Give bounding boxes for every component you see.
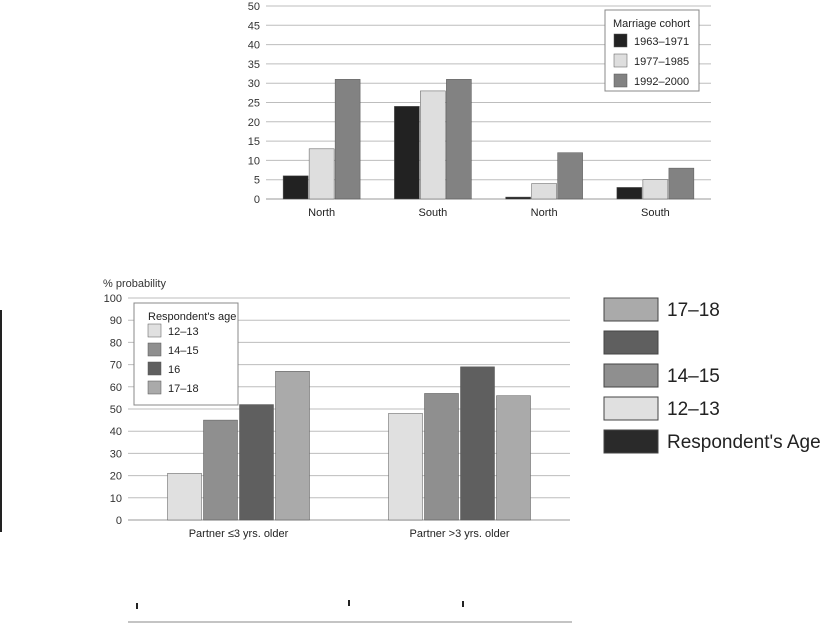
side-legend-label: 14–15 — [667, 366, 720, 387]
chart-respondent-age: 0 10 20 30 40 50 60 70 80 90 100 % probability Partn… — [103, 278, 570, 540]
legend-label: 1992–2000 — [634, 76, 689, 88]
y-tick-label: 20 — [110, 471, 122, 483]
y-tick-label: 35 — [248, 59, 260, 71]
y-tick-label: 45 — [248, 20, 260, 32]
bar — [388, 413, 423, 521]
bar — [668, 167, 695, 200]
y-tick-label: 40 — [110, 426, 122, 438]
side-legend-swatch — [603, 429, 659, 454]
side-legend-swatch — [603, 363, 659, 388]
bar — [334, 79, 361, 200]
legend-swatch — [613, 73, 628, 88]
legend-label: 16 — [168, 364, 180, 376]
side-legend-swatch — [603, 297, 659, 322]
legend-title: Respondent's age — [148, 311, 236, 323]
legend-swatch — [147, 361, 162, 376]
y-tick-label: 70 — [110, 360, 122, 372]
legend-swatch — [147, 323, 162, 338]
legend-swatch — [147, 342, 162, 357]
y-tick-label: 0 — [254, 194, 260, 206]
bar — [557, 152, 583, 200]
legend-label: 12–13 — [168, 326, 199, 338]
bar — [531, 183, 557, 200]
y-tick-label: 60 — [110, 382, 122, 394]
legend-swatch — [147, 380, 162, 395]
legend-label: 17–18 — [168, 383, 199, 395]
side-legend-swatch — [603, 396, 659, 421]
bar — [616, 187, 643, 200]
y-tick-label: 80 — [110, 337, 122, 349]
legend-swatch — [613, 33, 628, 48]
y-tick-label: 40 — [248, 40, 260, 52]
y-axis-label: % probability — [103, 278, 166, 290]
x-category-label: South — [419, 207, 448, 219]
legend-title: Marriage cohort — [613, 18, 690, 30]
side-legend-label: 17–18 — [667, 300, 720, 321]
y-tick-label: 90 — [110, 315, 122, 327]
x-category-label: Partner >3 yrs. older — [410, 528, 510, 540]
legend-label: 1963–1971 — [634, 36, 689, 48]
bar — [420, 90, 446, 200]
bar — [203, 419, 238, 521]
decorations — [0, 310, 572, 623]
side-legend-label: Respondent's Age — [667, 432, 821, 453]
y-tick-label: 15 — [248, 136, 260, 148]
side-legend-swatch — [603, 330, 659, 355]
x-category-label: Partner ≤3 yrs. older — [189, 528, 289, 540]
y-tick-label: 10 — [110, 493, 122, 505]
bar — [394, 106, 420, 200]
legend-swatch — [613, 53, 628, 68]
y-tick-label: 30 — [248, 78, 260, 90]
x-category-label: North — [531, 207, 558, 219]
bar — [275, 371, 310, 521]
y-tick-label: 100 — [104, 293, 122, 305]
legend-label: 14–15 — [168, 345, 199, 357]
y-tick-label: 10 — [248, 155, 260, 167]
y-tick-label: 25 — [248, 98, 260, 110]
side-legend: 17–18 14–15 12–13 Respondent's Age — [603, 297, 821, 454]
bar — [167, 473, 202, 521]
y-tick-label: 0 — [116, 515, 122, 527]
bar — [282, 175, 309, 200]
x-category-label: North — [308, 207, 335, 219]
bar — [424, 393, 459, 521]
bar — [239, 404, 274, 521]
bar — [460, 366, 495, 521]
legend-label: 1977–1985 — [634, 56, 689, 68]
x-category-label: South — [641, 207, 670, 219]
bar — [446, 79, 472, 200]
y-tick-label: 5 — [254, 175, 260, 187]
bar — [642, 179, 669, 200]
bar — [308, 148, 335, 200]
bar — [505, 196, 531, 200]
side-legend-label: 12–13 — [667, 399, 720, 420]
y-tick-label: 30 — [110, 448, 122, 460]
y-tick-label: 50 — [110, 404, 122, 416]
bar — [496, 395, 531, 521]
y-tick-label: 50 — [248, 1, 260, 13]
chart-marriage-cohort: 0 5 10 15 20 25 30 35 40 45 50 North South North South… — [248, 1, 711, 219]
y-tick-label: 20 — [248, 117, 260, 129]
